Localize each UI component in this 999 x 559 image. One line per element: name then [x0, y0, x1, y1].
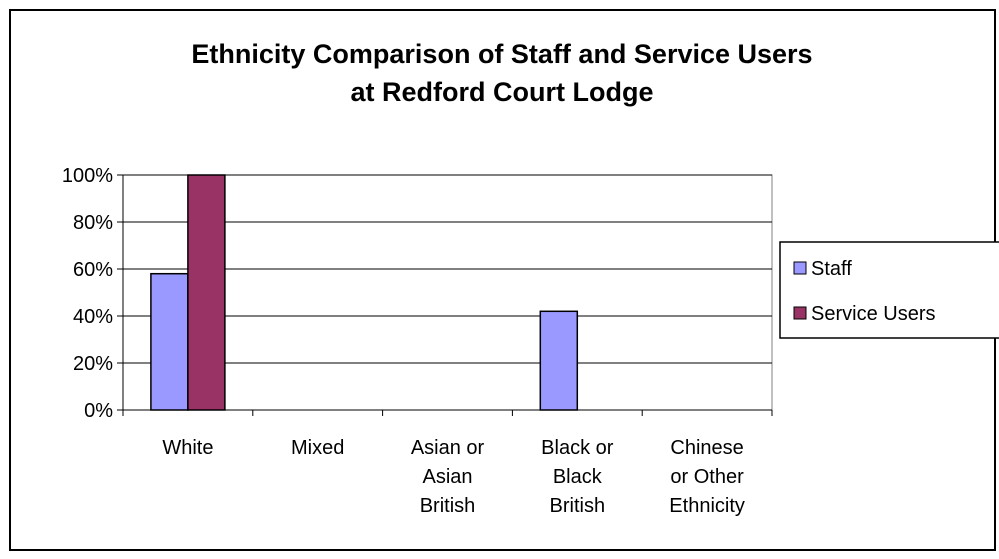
- y-tick-label: 40%: [73, 306, 113, 328]
- x-tick-label: White: [162, 437, 213, 459]
- legend-label: Staff: [811, 258, 852, 280]
- y-tick-label: 0%: [84, 400, 113, 422]
- y-tick-label: 60%: [73, 259, 113, 281]
- x-tick-label: Black or Black British: [541, 437, 614, 517]
- legend-swatch: [793, 306, 807, 320]
- y-tick-labels: 0% 20% 40% 60% 80% 100%: [62, 165, 113, 422]
- x-tick-labels: White Mixed Asian or Asian British Black or Bl…: [162, 437, 745, 517]
- gridlines: [123, 174, 772, 364]
- legend-label: Service Users: [811, 303, 935, 325]
- chart-title-line: at Redford Court Lodge: [351, 77, 654, 107]
- legend: Staff Service Users: [779, 241, 999, 339]
- plot-area: [122, 174, 773, 411]
- x-tick-label: Mixed: [291, 437, 344, 459]
- bar-service-users: [187, 174, 226, 411]
- bar-staff: [150, 272, 189, 411]
- y-tick-label: 100%: [62, 165, 113, 187]
- y-tick-label: 80%: [73, 212, 113, 234]
- bars: [150, 174, 579, 411]
- chart-title-line: Ethnicity Comparison of Staff and Servic…: [191, 39, 812, 69]
- x-tick-label: Asian or Asian British: [411, 437, 485, 517]
- y-tick-label: 20%: [73, 353, 113, 375]
- bar-staff: [539, 310, 579, 411]
- axes: [117, 174, 773, 416]
- legend-box: [779, 241, 999, 339]
- x-tick-label: Chinese or Other Ethnicity: [669, 437, 745, 517]
- chart-title: Ethnicity Comparison of Staff and Servic…: [191, 39, 812, 107]
- legend-swatch: [793, 261, 807, 275]
